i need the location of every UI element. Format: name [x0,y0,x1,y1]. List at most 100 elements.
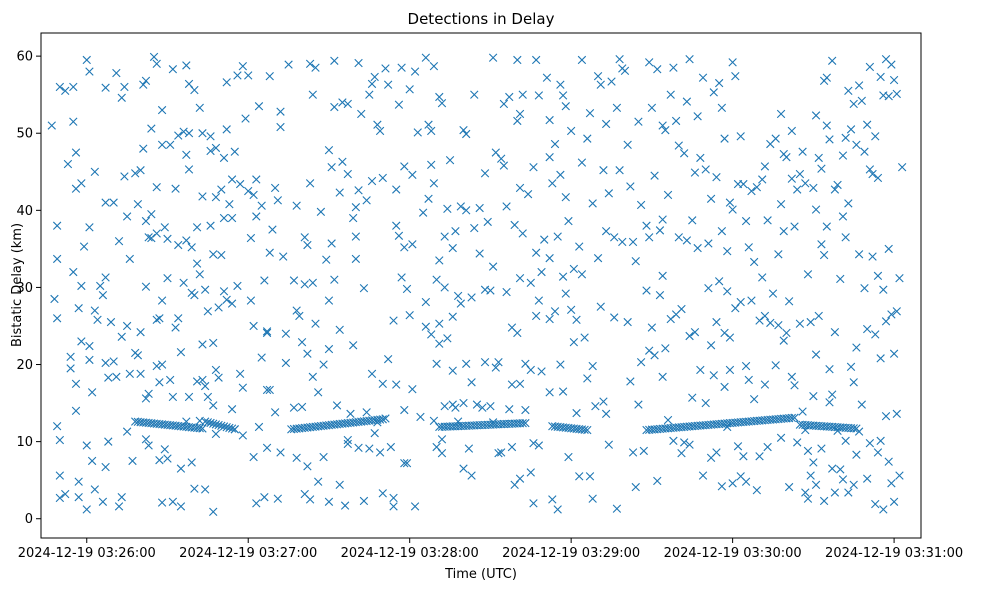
data-point [809,183,818,193]
data-point [661,344,670,353]
data-point [475,249,484,258]
data-point [556,170,565,180]
data-point [889,349,899,358]
data-point [736,132,745,141]
data-point [109,198,118,207]
data-point [483,217,492,227]
data-point [77,281,86,291]
data-point [408,170,417,180]
data-point [152,229,161,238]
data-point [141,76,151,85]
data-point [787,174,797,183]
data-point [828,464,837,473]
data-point [300,233,309,242]
data-point [453,291,463,301]
data-point [273,494,283,503]
data-point [631,257,640,266]
data-point [873,173,883,183]
data-point [252,175,261,184]
data-point [82,441,91,450]
data-point [141,394,151,403]
data-point [873,271,883,281]
data-point [268,225,277,234]
y-axis-label: Bistatic Delay (km) [10,223,25,347]
data-point [222,295,231,304]
data-point [496,448,506,457]
data-point [244,186,253,196]
data-point [152,59,161,69]
data-point [871,132,880,141]
data-point [211,193,221,202]
data-point [545,115,554,125]
data-point [346,409,355,419]
data-point [265,71,274,81]
data-point [85,223,94,232]
data-point [421,53,431,62]
data-point [90,167,100,176]
data-point [445,156,455,165]
data-point [319,452,328,462]
data-point [790,222,799,231]
data-point [421,297,431,307]
data-point [537,367,546,376]
data-point [429,416,439,425]
data-point [488,262,498,271]
data-point [776,433,786,442]
x-tick-label: 2024-12-19 03:26:00 [18,546,156,561]
data-point [192,223,202,232]
points-layer [47,52,907,516]
data-point [260,276,269,285]
data-point [841,233,850,242]
data-point [101,462,110,472]
data-point [114,502,124,511]
data-point [871,330,880,339]
data-point [47,121,56,130]
data-point [305,495,315,504]
data-point [601,119,611,129]
data-point [125,369,134,378]
data-point [222,125,231,134]
data-point [467,471,476,480]
data-point [435,256,444,265]
data-point [717,103,727,112]
data-point [437,98,447,108]
data-point [276,107,285,116]
data-point [698,73,708,82]
data-point [658,121,667,130]
data-point [270,183,280,193]
data-point [155,314,164,323]
data-point [626,182,635,191]
data-point [806,317,815,327]
data-point [79,242,89,251]
data-point [174,314,183,323]
data-point [289,403,299,412]
data-point [249,321,258,331]
data-point [647,323,657,332]
data-point [849,378,858,387]
data-point [478,403,487,412]
data-point [545,388,554,397]
data-point [462,359,471,368]
data-point [531,311,541,321]
data-point [52,314,62,323]
data-point [182,150,191,160]
data-point [507,442,517,452]
data-point [467,378,476,387]
data-point [558,91,568,100]
data-point [623,140,632,149]
data-point [200,485,210,494]
data-point [311,63,320,72]
data-point [537,267,546,277]
data-point [152,361,161,371]
data-point [658,372,667,382]
data-point [620,66,630,75]
data-point [531,248,541,257]
data-point [696,153,705,163]
data-point [545,314,554,324]
data-point [720,382,729,392]
data-point [895,471,904,480]
chart-title: Detections in Delay [408,10,555,28]
data-point [647,103,657,112]
data-point [696,365,705,375]
